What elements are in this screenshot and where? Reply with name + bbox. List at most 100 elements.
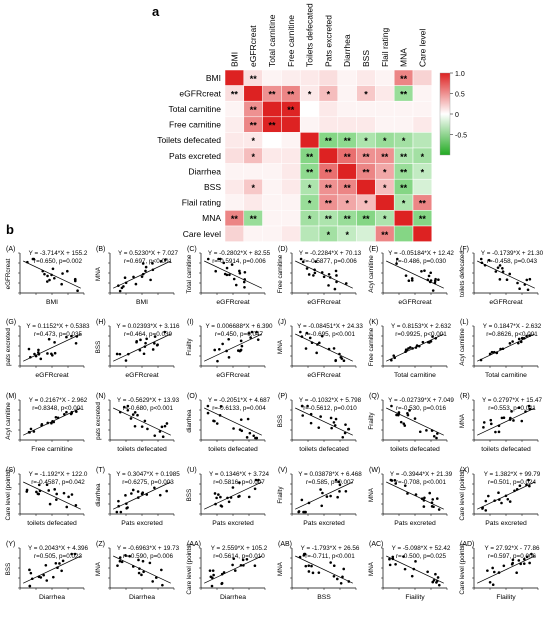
scatter-regression-line	[113, 407, 171, 436]
heatmap-cell	[224, 100, 245, 118]
heatmap-cell	[243, 194, 263, 211]
scatter-regression-line	[204, 481, 262, 510]
scatter-point	[243, 270, 247, 274]
scatter-point	[132, 275, 135, 279]
scatter-panel-label: (Z)	[96, 541, 105, 548]
significance-stars: *	[421, 152, 425, 162]
scatter-point	[520, 336, 524, 340]
scatter-point	[62, 412, 66, 416]
heatmap-cell	[262, 147, 282, 164]
scatter-point	[489, 422, 493, 426]
scatter-regression-line	[295, 407, 353, 436]
scatter-point	[481, 507, 484, 510]
significance-stars: *	[251, 183, 255, 193]
scatter-point	[338, 483, 342, 487]
scatter-point	[437, 583, 441, 587]
scatter-point	[139, 338, 142, 342]
scatter-point	[434, 277, 437, 281]
scatter-regression-line	[295, 260, 353, 289]
scatter-plot: (AD) Y = 27.92*X - 77.86r=0.597, p=0.006 C…	[459, 541, 540, 601]
scatter-equation: Y = -0.2051*X + 4.687	[208, 397, 271, 404]
scatter-point	[136, 490, 140, 493]
scatter-point	[301, 414, 304, 417]
scatter-point	[221, 342, 224, 346]
scatter-point	[70, 493, 74, 496]
scatter-equation: Y = 0.2167*X - 2.962	[29, 397, 88, 404]
scatter-equation: Y = 0.03878*X + 6.468	[298, 471, 362, 478]
scatter-regression-line	[113, 260, 171, 289]
significance-stars: *	[308, 199, 312, 209]
scatter-stats: r=-0.530, p=0.016	[396, 405, 447, 412]
scatter-point	[129, 417, 133, 420]
scatter-point	[213, 492, 217, 495]
scatter-panel-label: (Y)	[6, 541, 15, 548]
scatter-point	[341, 435, 345, 439]
scatter-point	[153, 335, 157, 338]
scatter-point	[343, 431, 347, 435]
scatter-point	[515, 571, 518, 575]
scatter-point	[484, 499, 488, 503]
scatter-y-label: Acyl carnitine	[459, 328, 466, 366]
scatter-point	[517, 341, 520, 345]
heatmap-col-label: Toilets defecated	[305, 3, 315, 67]
scatter-point	[141, 559, 145, 563]
scatter-plot: (J) Y = -0.08451*X + 24.33r=-0.695, p<0.0…	[277, 319, 363, 379]
scatter-regression-line	[295, 555, 353, 584]
scatter-point	[28, 568, 31, 572]
scatter-point	[231, 486, 235, 489]
scatter-point	[159, 259, 163, 263]
scatter-point	[246, 417, 250, 421]
scatter-regression-line	[477, 481, 535, 510]
scatter-point	[220, 505, 224, 508]
scatter-point	[208, 569, 212, 572]
significance-stars: **	[381, 230, 389, 240]
scatter-point	[257, 478, 260, 482]
scatter-point	[431, 498, 435, 501]
scatter-equation: Y = 0.02393*X + 3.116	[116, 323, 180, 330]
scatter-point	[135, 340, 138, 344]
scatter-point	[215, 422, 219, 425]
scatter-point	[144, 265, 148, 269]
scatter-point	[124, 494, 127, 497]
scatter-point	[238, 428, 242, 431]
scatter-point	[492, 570, 496, 574]
scatter-point	[254, 436, 257, 440]
scatter-point	[238, 271, 242, 275]
panel-a-label: a	[152, 4, 160, 19]
heatmap-cell	[281, 147, 301, 164]
scatter-point	[487, 494, 490, 498]
scatter-regression-line	[23, 333, 81, 362]
scatter-stats: r=0.6275, p=0.003	[122, 479, 174, 486]
scatter-regression-line	[386, 555, 444, 584]
scatter-point	[46, 274, 49, 278]
heatmap-cell	[337, 69, 357, 86]
scatter-point	[497, 430, 501, 434]
scatter-point	[508, 272, 512, 276]
scatter-y-label: Frailty	[368, 412, 375, 430]
heatmap-cell	[224, 225, 245, 242]
scatter-point	[329, 494, 332, 498]
scatter-point	[126, 506, 129, 509]
scatter-regression-line	[386, 481, 444, 510]
scatter-plot: (AC) Y = -5.098*X + 52.42r=-0.500, p=0.02…	[368, 541, 451, 601]
scatter-y-label: Frailty	[186, 338, 193, 356]
scatter-y-label: BSS	[95, 341, 102, 354]
scatter-point	[126, 408, 130, 412]
scatter-y-label: MNA	[95, 266, 102, 281]
scatter-y-label: Acyl carnitine	[368, 255, 375, 293]
scatter-point	[333, 287, 337, 291]
heatmap-cell	[224, 178, 245, 196]
scatter-y-label: BSS	[186, 489, 193, 502]
scatter-x-label: toilets defecated	[117, 446, 167, 453]
scatter-point	[522, 557, 526, 561]
scatter-plot: (N) Y = -0.5629*X + 13.93r=-0.680, p<0.00…	[95, 393, 180, 453]
heatmap-row-label: Diarrhea	[188, 166, 221, 176]
scatter-panel-label: (AD)	[460, 541, 474, 548]
scatter-point	[29, 427, 33, 431]
heatmap-cell	[262, 210, 282, 227]
scatter-point	[130, 492, 133, 495]
